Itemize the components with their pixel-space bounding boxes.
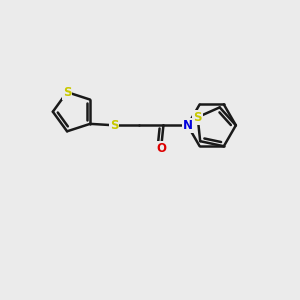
Text: S: S [194,111,202,124]
Text: S: S [194,111,202,124]
Text: N: N [183,119,193,132]
Text: N: N [183,119,193,132]
Text: S: S [63,85,71,99]
Text: S: S [110,119,118,132]
Text: S: S [110,119,118,132]
Text: O: O [156,142,166,155]
Text: O: O [156,142,166,155]
Text: S: S [63,85,71,99]
